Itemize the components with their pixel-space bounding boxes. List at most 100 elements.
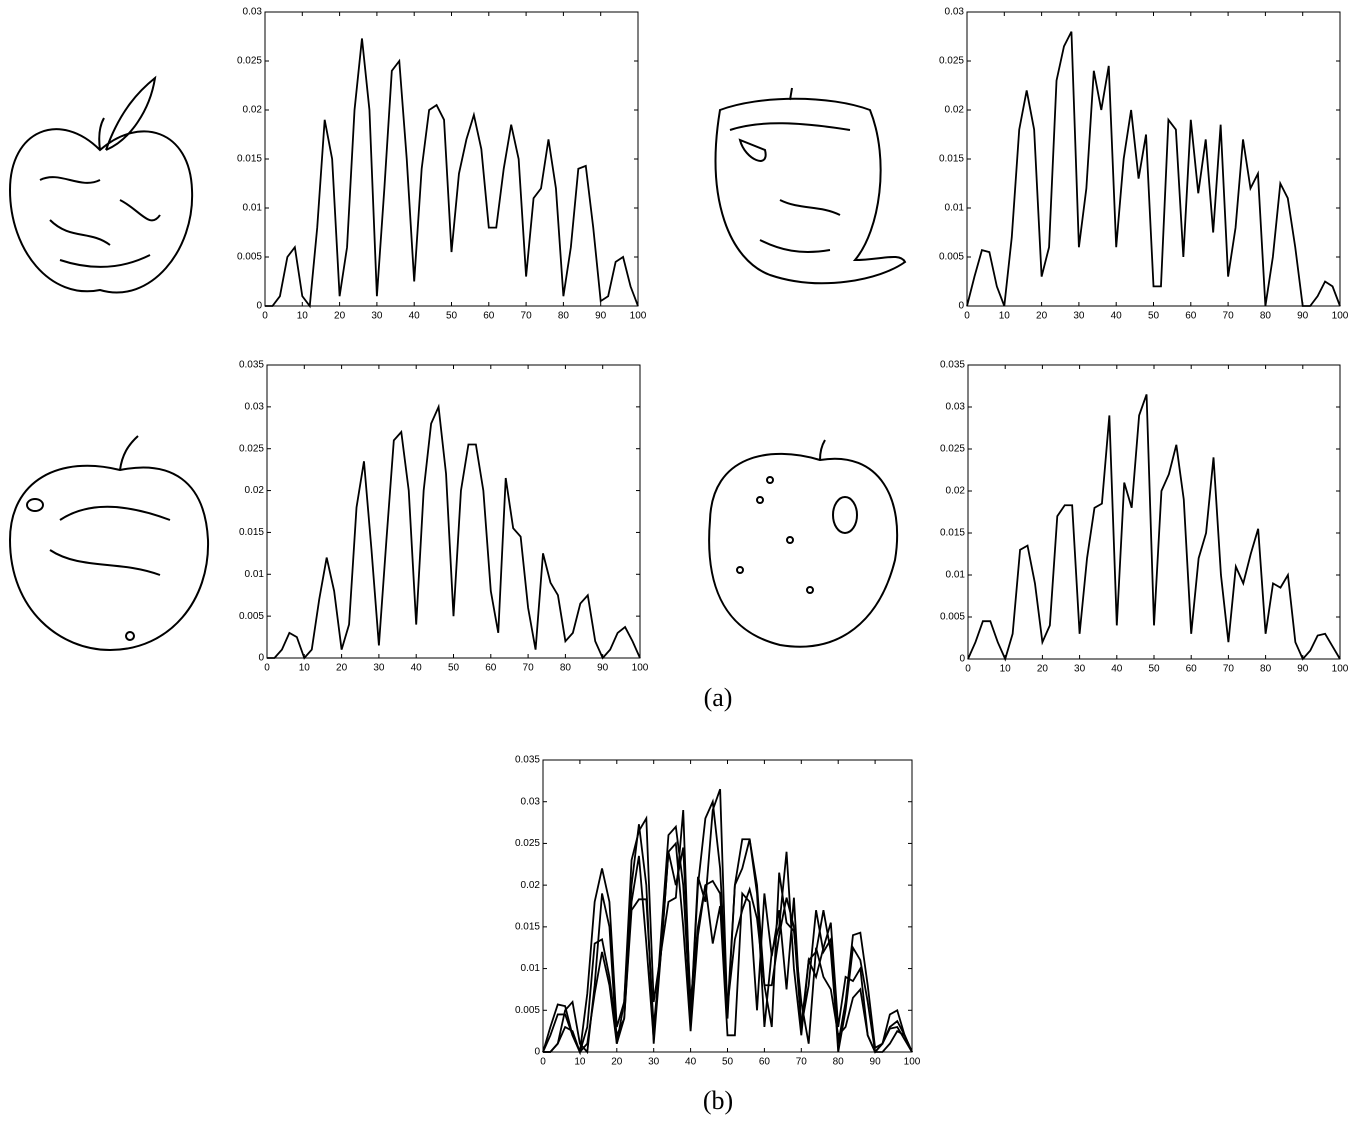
y-tick-label: 0.015 xyxy=(239,527,264,538)
x-tick-label: 70 xyxy=(796,1057,808,1068)
x-tick-label: 10 xyxy=(297,311,309,322)
y-tick-label: 0.025 xyxy=(940,444,965,455)
x-tick-label: 40 xyxy=(685,1057,697,1068)
x-tick-label: 20 xyxy=(1037,664,1049,675)
y-tick-label: 0.005 xyxy=(237,252,262,263)
x-tick-label: 20 xyxy=(1036,311,1048,322)
y-tick-label: 0.035 xyxy=(940,360,965,371)
x-tick-label: 90 xyxy=(595,311,607,322)
x-tick-label: 90 xyxy=(597,663,609,674)
y-tick-label: 0.005 xyxy=(239,611,264,622)
x-tick-label: 10 xyxy=(999,311,1011,322)
x-tick-label: 50 xyxy=(446,311,458,322)
x-tick-label: 90 xyxy=(1297,664,1309,675)
x-tick-label: 100 xyxy=(1332,311,1349,322)
y-tick-label: 0.02 xyxy=(946,486,966,497)
y-tick-label: 0.015 xyxy=(237,154,262,165)
apple-detail xyxy=(729,122,851,253)
x-tick-label: 80 xyxy=(558,311,570,322)
x-tick-label: 10 xyxy=(299,663,311,674)
y-tick-label: 0.01 xyxy=(245,569,265,580)
data-line xyxy=(542,788,913,1055)
y-tick-label: 0.01 xyxy=(521,963,541,974)
x-tick-label: 0 xyxy=(965,664,971,675)
data-line xyxy=(967,394,1341,662)
apple-outline xyxy=(8,435,210,652)
x-tick-label: 20 xyxy=(334,311,346,322)
x-tick-label: 90 xyxy=(870,1057,882,1068)
x-tick-label: 20 xyxy=(336,663,348,674)
apple-detail xyxy=(26,498,171,641)
caption: (b) xyxy=(703,1086,733,1115)
x-tick-label: 20 xyxy=(611,1057,623,1068)
x-tick-label: 40 xyxy=(1111,664,1123,675)
x-tick-label: 30 xyxy=(648,1057,660,1068)
x-tick-label: 40 xyxy=(1111,311,1123,322)
x-tick-label: 70 xyxy=(521,311,533,322)
x-tick-label: 10 xyxy=(1000,664,1012,675)
y-tick-label: 0.005 xyxy=(939,252,964,263)
y-tick-label: 0 xyxy=(256,301,262,312)
x-tick-label: 50 xyxy=(1148,311,1160,322)
x-tick-label: 30 xyxy=(371,311,383,322)
y-tick-label: 0.025 xyxy=(515,838,540,849)
data-line xyxy=(542,815,913,1056)
y-tick-label: 0.025 xyxy=(939,56,964,67)
caption: (a) xyxy=(704,683,733,712)
y-tick-label: 0.015 xyxy=(939,154,964,165)
x-tick-label: 50 xyxy=(722,1057,734,1068)
x-tick-label: 40 xyxy=(411,663,423,674)
y-tick-label: 0.005 xyxy=(940,612,965,623)
x-tick-label: 30 xyxy=(373,663,385,674)
x-tick-label: 80 xyxy=(1260,664,1272,675)
y-tick-label: 0.02 xyxy=(945,105,965,116)
y-tick-label: 0 xyxy=(958,301,964,312)
plot-frame xyxy=(264,11,639,307)
x-tick-label: 30 xyxy=(1073,311,1085,322)
x-tick-label: 60 xyxy=(483,311,495,322)
y-tick-label: 0 xyxy=(534,1047,540,1058)
y-tick-label: 0 xyxy=(258,653,264,664)
x-tick-label: 100 xyxy=(630,311,647,322)
y-tick-label: 0.03 xyxy=(945,7,965,18)
data-line xyxy=(267,403,641,660)
x-tick-label: 0 xyxy=(964,311,970,322)
data-line xyxy=(265,38,639,309)
y-tick-label: 0.02 xyxy=(243,105,263,116)
x-tick-label: 80 xyxy=(560,663,572,674)
x-tick-label: 80 xyxy=(1260,311,1272,322)
y-tick-label: 0.03 xyxy=(245,401,265,412)
x-tick-label: 70 xyxy=(523,663,535,674)
x-tick-label: 60 xyxy=(485,663,497,674)
apple-outline xyxy=(714,87,907,285)
x-tick-label: 70 xyxy=(1223,664,1235,675)
x-tick-label: 80 xyxy=(833,1057,845,1068)
data-line xyxy=(966,31,1341,307)
x-tick-label: 50 xyxy=(1148,664,1160,675)
x-tick-label: 100 xyxy=(1332,664,1349,675)
x-tick-label: 60 xyxy=(1186,664,1198,675)
x-tick-label: 10 xyxy=(574,1057,586,1068)
x-tick-label: 70 xyxy=(1223,311,1235,322)
apple-outline xyxy=(708,439,899,648)
y-tick-label: 0.015 xyxy=(515,921,540,932)
y-tick-label: 0 xyxy=(959,654,965,665)
y-tick-label: 0.01 xyxy=(243,203,263,214)
x-tick-label: 50 xyxy=(448,663,460,674)
apple-detail xyxy=(39,176,161,268)
y-tick-label: 0.025 xyxy=(239,443,264,454)
x-tick-label: 60 xyxy=(1185,311,1197,322)
y-tick-label: 0.01 xyxy=(946,570,966,581)
y-tick-label: 0.035 xyxy=(239,360,264,371)
y-tick-label: 0.005 xyxy=(515,1005,540,1016)
x-tick-label: 60 xyxy=(759,1057,771,1068)
x-tick-label: 100 xyxy=(904,1057,921,1068)
x-tick-label: 40 xyxy=(409,311,421,322)
x-tick-label: 100 xyxy=(632,663,649,674)
y-tick-label: 0.015 xyxy=(940,528,965,539)
x-tick-label: 0 xyxy=(262,311,268,322)
y-tick-label: 0.03 xyxy=(243,7,263,18)
y-tick-label: 0.01 xyxy=(945,203,965,214)
y-tick-label: 0.03 xyxy=(521,796,541,807)
